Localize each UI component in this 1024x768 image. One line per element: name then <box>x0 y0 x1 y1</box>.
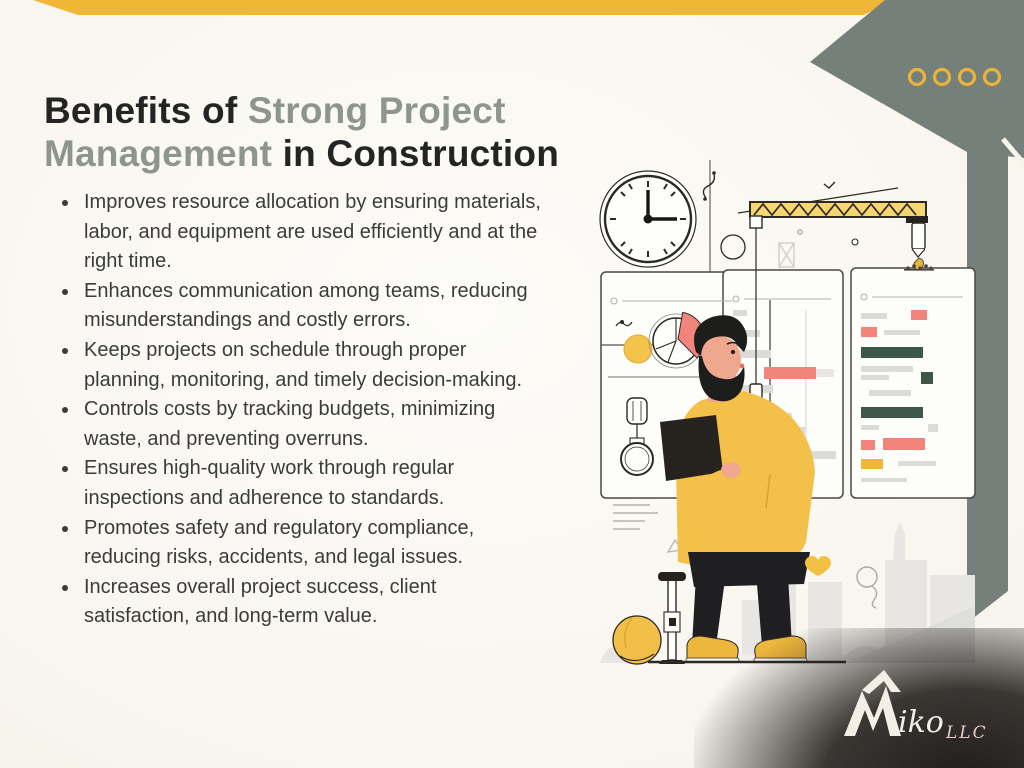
beard <box>698 356 745 402</box>
list-item-text: Keeps projects on schedule through prope… <box>84 338 523 391</box>
heart-icon <box>805 556 831 576</box>
title-line-1: Benefits of Strong Project <box>44 89 684 132</box>
list-item: Enhances communication among teams, redu… <box>80 277 546 336</box>
hand <box>721 462 741 478</box>
brand-script-text: iko <box>898 705 944 740</box>
title-dark-1: Benefits of <box>44 89 238 131</box>
squiggle-doodle <box>702 173 716 199</box>
list-item: Improves resource allocation by ensuring… <box>80 188 546 277</box>
face <box>699 336 741 384</box>
title-dark-2: in Construction <box>282 132 560 174</box>
circle-doodle <box>720 234 746 260</box>
title-line-2: Management in Construction <box>44 132 684 175</box>
task-list-bars <box>861 310 938 482</box>
list-item: Ensures high-quality work through regula… <box>80 454 546 513</box>
lattice-tower-doodle <box>778 242 795 268</box>
brand-suffix-text: LLC <box>945 723 988 743</box>
bird-icon <box>823 181 836 189</box>
arrow-head <box>810 0 1024 158</box>
list-item: Keeps projects on schedule through prope… <box>80 336 546 395</box>
left-leg <box>692 572 726 646</box>
ring-icons <box>907 67 1002 87</box>
clipboard <box>660 415 723 481</box>
ring-icon <box>957 67 977 87</box>
list-item-text: Increases overall project success, clien… <box>84 575 437 628</box>
clock-icon <box>599 170 697 268</box>
title-accent-1: Strong Project <box>247 89 506 131</box>
ring-icon <box>932 67 952 87</box>
ring-icon <box>907 67 927 87</box>
brand-m-mark <box>844 670 901 736</box>
list-item: Controls costs by tracking budgets, mini… <box>80 395 546 454</box>
folded-arm <box>690 468 799 517</box>
worker-with-clipboard <box>660 315 815 663</box>
lips <box>739 363 745 369</box>
list-item-text: Improves resource allocation by ensuring… <box>84 191 541 273</box>
construction-illustration <box>599 160 976 665</box>
list-item-text: Controls costs by tracking budgets, mini… <box>84 398 496 450</box>
arrow-notch <box>1001 137 1024 168</box>
top-accent-bar <box>33 0 893 15</box>
list-item-text: Promotes safety and regulatory complianc… <box>84 516 475 569</box>
arrow-stem <box>967 147 1008 623</box>
benefits-list: Improves resource allocation by ensuring… <box>52 188 546 632</box>
right-leg <box>756 572 792 646</box>
list-item: Increases overall project success, clien… <box>80 573 546 632</box>
hair <box>694 315 748 356</box>
corner-arrow-graphic <box>810 0 1024 623</box>
measuring-tape-sketch <box>608 376 738 476</box>
brand-logo: iko LLC <box>844 670 988 743</box>
page-title: Benefits of Strong Project Management in… <box>44 89 684 175</box>
list-item-text: Ensures high-quality work through regula… <box>84 457 455 509</box>
list-item-text: Enhances communication among teams, redu… <box>84 279 528 332</box>
list-item: Promotes safety and regulatory complianc… <box>80 514 546 573</box>
props <box>612 556 831 665</box>
rubble-pile <box>904 264 934 271</box>
brand-logo-area: iko LLC <box>694 628 1024 768</box>
title-accent-2: Management <box>44 132 273 174</box>
pump-stand <box>658 572 686 664</box>
eye <box>730 349 736 355</box>
board-right <box>850 267 976 499</box>
ring-icon <box>982 67 1002 87</box>
hard-hat <box>612 615 662 665</box>
